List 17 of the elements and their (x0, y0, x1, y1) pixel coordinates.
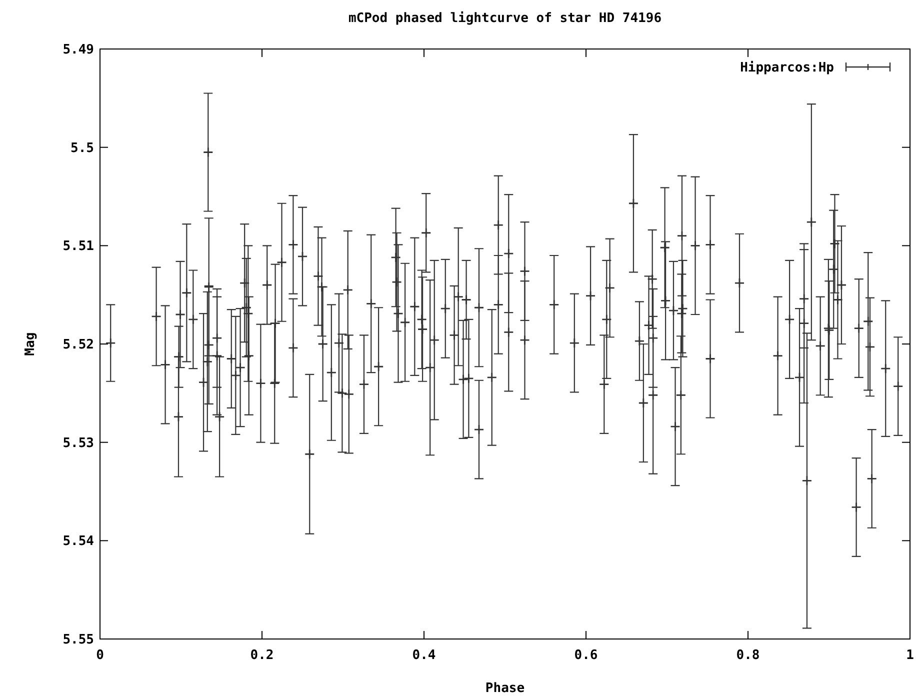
x-tick-label: 0.6 (574, 648, 598, 663)
y-tick-label: 5.55 (62, 632, 94, 648)
x-tick-label: 0 (96, 648, 104, 663)
x-tick-label: 1 (906, 648, 914, 663)
x-tick-label: 0.8 (736, 648, 760, 663)
chart-title: mCPod phased lightcurve of star HD 74196 (348, 11, 662, 26)
x-axis-title: Phase (485, 681, 525, 696)
y-tick-label: 5.52 (62, 338, 94, 353)
y-tick-label: 5.51 (62, 239, 94, 254)
x-tick-label: 0.4 (412, 648, 436, 663)
y-axis-title: Mag (23, 332, 38, 356)
y-tick-label: 5.54 (62, 534, 94, 550)
y-tick-label: 5.5 (70, 140, 94, 156)
y-tick-label: 5.53 (62, 436, 94, 451)
legend-label: Hipparcos:Hp (740, 60, 834, 76)
y-tick-label: 5.49 (62, 42, 94, 58)
x-tick-label: 0.2 (250, 648, 274, 663)
